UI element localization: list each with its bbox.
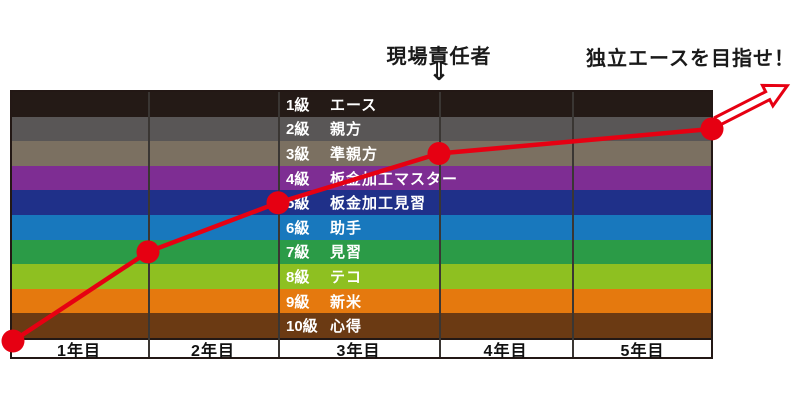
rank-name: エース: [330, 96, 378, 114]
rank-name: テコ: [330, 268, 363, 286]
rank-band-3: 3級 準親方: [12, 141, 711, 166]
rank-band-1: 1級 エース: [12, 92, 711, 117]
year-cell-2: 2年目: [191, 342, 235, 360]
rank-grade: 2級: [286, 121, 310, 139]
rank-grade: 4級: [286, 170, 310, 188]
rank-grade: 7級: [286, 244, 310, 262]
rank-band-10: 10級 心得: [12, 313, 711, 338]
rank-band-2: 2級 親方: [12, 116, 711, 142]
rank-band-8: 8級 テコ: [12, 264, 711, 289]
rank-name: 板金加工見習: [330, 195, 427, 213]
rank-grade: 1級: [286, 96, 310, 114]
down-arrow-icon: ⇓: [428, 58, 450, 86]
rank-band-7: 7級 見習: [12, 239, 711, 265]
career-ladder-chart: 1級 エース 2級 親方 3級 準親方 4級 板金加工マスター 5級 板金加工見習 6級 助手 7級 見習…: [10, 90, 713, 360]
rank-name: 準親方: [330, 145, 379, 163]
year-divider-line: [278, 92, 280, 357]
rank-name: 心得: [330, 318, 363, 336]
year-divider-line: [572, 92, 574, 357]
rank-band-4: 4級 板金加工マスター: [12, 165, 711, 191]
rank-bands: 1級 エース 2級 親方 3級 準親方 4級 板金加工マスター 5級 板金加工見習 6級 助手 7級 見習…: [12, 92, 711, 338]
goal-label: 独立エースを目指せ！: [586, 48, 795, 70]
year-divider-line: [148, 92, 150, 357]
rank-name: 助手: [330, 219, 363, 237]
year-divider-line: [439, 92, 441, 357]
rank-band-9: 9級 新米: [12, 288, 711, 314]
rank-name: 見習: [330, 244, 363, 262]
rank-grade: 10級: [286, 318, 318, 336]
rank-band-5: 5級 板金加工見習: [12, 190, 711, 215]
rank-name: 新米: [330, 293, 363, 311]
year-cell-1: 1年目: [57, 342, 101, 360]
rank-grade: 6級: [286, 219, 310, 237]
rank-name: 親方: [330, 121, 363, 139]
rank-band-6: 6級 助手: [12, 214, 711, 240]
rank-grade: 9級: [286, 293, 310, 311]
year-cell-4: 4年目: [483, 342, 528, 360]
breakout-arrow-icon: [713, 83, 791, 128]
year-cell-5: 5年目: [620, 342, 665, 360]
rank-grade: 3級: [286, 145, 310, 163]
rank-grade: 5級: [286, 195, 310, 213]
site-manager-label: 現場責任者: [386, 46, 492, 68]
year-axis: 1年目 2年目 3年目 4年目 5年目: [12, 338, 711, 360]
rank-grade: 8級: [286, 268, 310, 286]
year-cell-3: 3年目: [336, 342, 381, 360]
